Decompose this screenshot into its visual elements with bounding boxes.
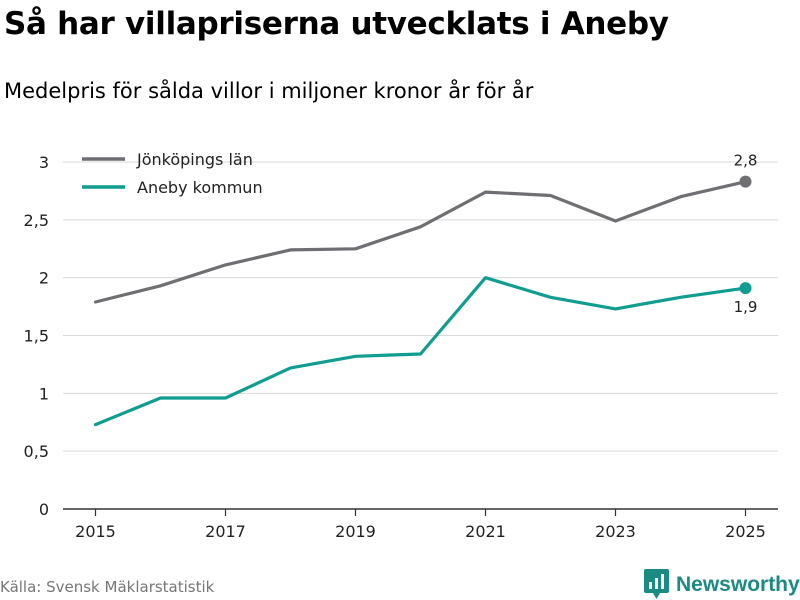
- series-lines: 2,8 1,9: [93, 152, 758, 427]
- y-tick-label: 1,5: [24, 327, 49, 346]
- x-tick-label: 2017: [205, 522, 246, 541]
- legend-label-0: Jönköpings län: [136, 150, 253, 169]
- end-value-label-1: 1,9: [734, 298, 758, 316]
- brand-logo-group: Newsworthy: [644, 569, 800, 600]
- y-tick-label: 2,5: [24, 211, 49, 230]
- series-line-1: [93, 276, 748, 427]
- series-end-point-1: [739, 282, 752, 295]
- y-tick-label: 2: [39, 269, 49, 288]
- end-value-label-0: 2,8: [734, 152, 758, 170]
- y-tick-label: 0: [39, 500, 49, 519]
- y-tick-label: 0,5: [24, 442, 49, 461]
- series-line-0: [93, 180, 748, 304]
- y-tick-label: 3: [39, 153, 49, 172]
- chart-subtitle: Medelpris för sålda villor i miljoner kr…: [4, 79, 534, 103]
- newsworthy-logo-icon: [644, 569, 669, 599]
- x-tick-label: 2025: [725, 522, 766, 541]
- x-tick-label: 2019: [335, 522, 376, 541]
- x-tick-label: 2015: [75, 522, 116, 541]
- brand-name: Newsworthy: [676, 572, 800, 596]
- gridlines: [63, 161, 778, 452]
- series-end-point-0: [739, 175, 752, 188]
- legend: Jönköpings län Aneby kommun: [82, 150, 263, 197]
- chart-title: Så har villapriserna utvecklats i Aneby: [4, 6, 669, 42]
- x-tick-label: 2023: [595, 522, 636, 541]
- legend-label-1: Aneby kommun: [137, 178, 263, 197]
- axes: 0 0,5 1 1,5 2 2,5 3 2015 2017 2019 2021 2023 2025: [24, 153, 778, 541]
- y-tick-label: 1: [39, 384, 49, 403]
- source-note: Källa: Svensk Mäklarstatistik: [0, 578, 215, 596]
- x-tick-label: 2021: [465, 522, 506, 541]
